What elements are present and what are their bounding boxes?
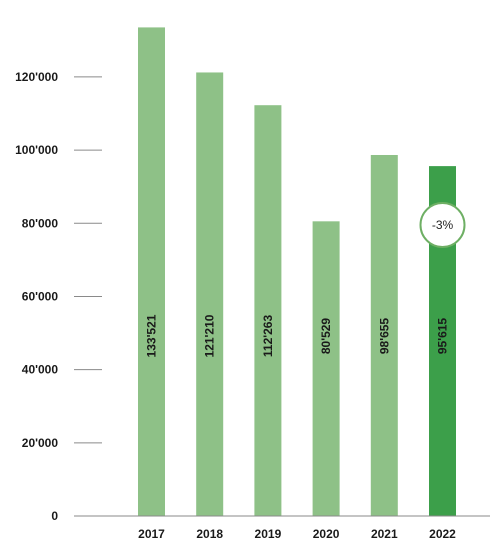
- bar-value-label: 98'655: [377, 318, 391, 355]
- bar-value-label: 121'210: [203, 314, 217, 357]
- y-tick-label: 80'000: [22, 216, 59, 230]
- change-badge: [419, 202, 466, 248]
- y-tick-label: 0: [51, 509, 58, 523]
- y-tick-label: 40'000: [22, 363, 59, 377]
- y-tick-label: 120'000: [15, 70, 58, 84]
- y-tick-label: 60'000: [22, 289, 59, 303]
- bar-2020: [312, 221, 340, 516]
- y-tick-label: 20'000: [22, 436, 59, 450]
- bar-value-label: 133'521: [145, 314, 159, 357]
- bar-2018: [196, 72, 224, 516]
- x-axis: 2017 2018 2019 2020 2021 2022: [102, 515, 490, 541]
- bar-2019: [254, 105, 282, 517]
- bar-value-label: 80'529: [319, 318, 333, 355]
- x-tick-label: 2020: [313, 527, 340, 541]
- bar-2021: [370, 154, 398, 516]
- bar-2017: [138, 27, 165, 516]
- bar-value-label: 95'615: [436, 318, 450, 355]
- x-tick-label: 2017: [138, 527, 165, 541]
- y-tick-label: 100'000: [15, 143, 58, 157]
- change-badge-text: -3%: [432, 218, 454, 232]
- x-tick-label: 2019: [255, 527, 282, 541]
- change-annotation: -3%: [419, 202, 466, 248]
- x-tick-label: 2021: [371, 527, 398, 541]
- bar-value-label: 112'263: [261, 315, 275, 358]
- x-tick-label: 2022: [429, 527, 456, 541]
- x-tick-label: 2018: [196, 527, 223, 541]
- bars: 133'521 121'210 112'263 80'529 98'655 95'615: [138, 27, 456, 517]
- y-axis: 0 20'000 40'000 60'000 80'000 100'000 120'000: [15, 70, 102, 523]
